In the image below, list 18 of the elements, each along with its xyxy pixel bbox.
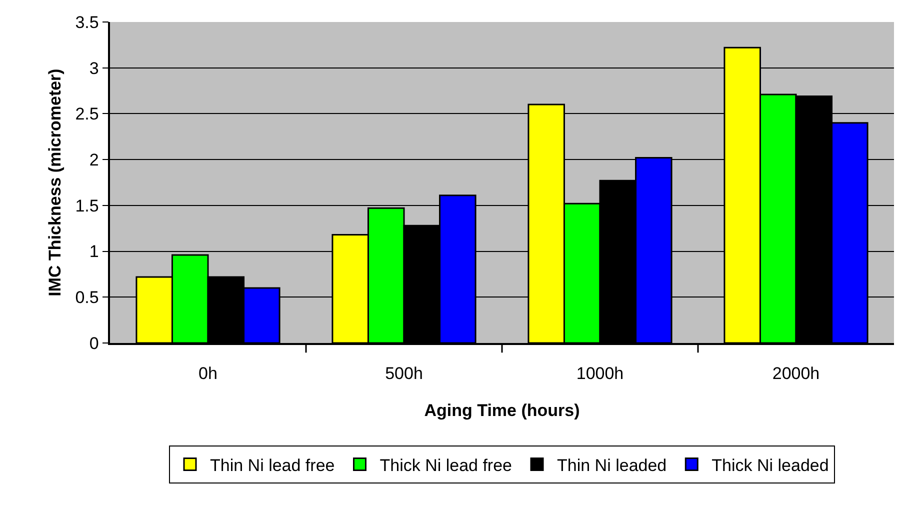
legend-label: Thin Ni lead free [210,456,335,475]
y-tick-label: 3.5 [75,12,99,32]
x-axis-title: Aging Time (hours) [424,401,580,420]
x-tick-label: 500h [385,364,423,384]
legend-label: Thick Ni lead free [380,456,512,475]
y-tick-label: 3 [89,58,99,78]
y-tick-label: 1.5 [75,196,99,216]
y-tick-label: 2.5 [75,104,99,124]
legend-label: Thick Ni leaded [712,456,829,475]
x-tick-label: 0h [198,364,218,384]
y-tick-label: 0.5 [75,288,99,308]
legend-label: Thin Ni leaded [557,456,667,475]
y-axis-title: IMC Thickness (micrometer) [45,68,64,296]
y-tick-label: 0 [89,334,99,353]
x-tick-label: 1000h [576,364,624,384]
x-tick-label: 2000h [772,364,820,384]
y-tick-label: 2 [89,150,99,170]
y-tick-label: 1 [89,242,99,262]
